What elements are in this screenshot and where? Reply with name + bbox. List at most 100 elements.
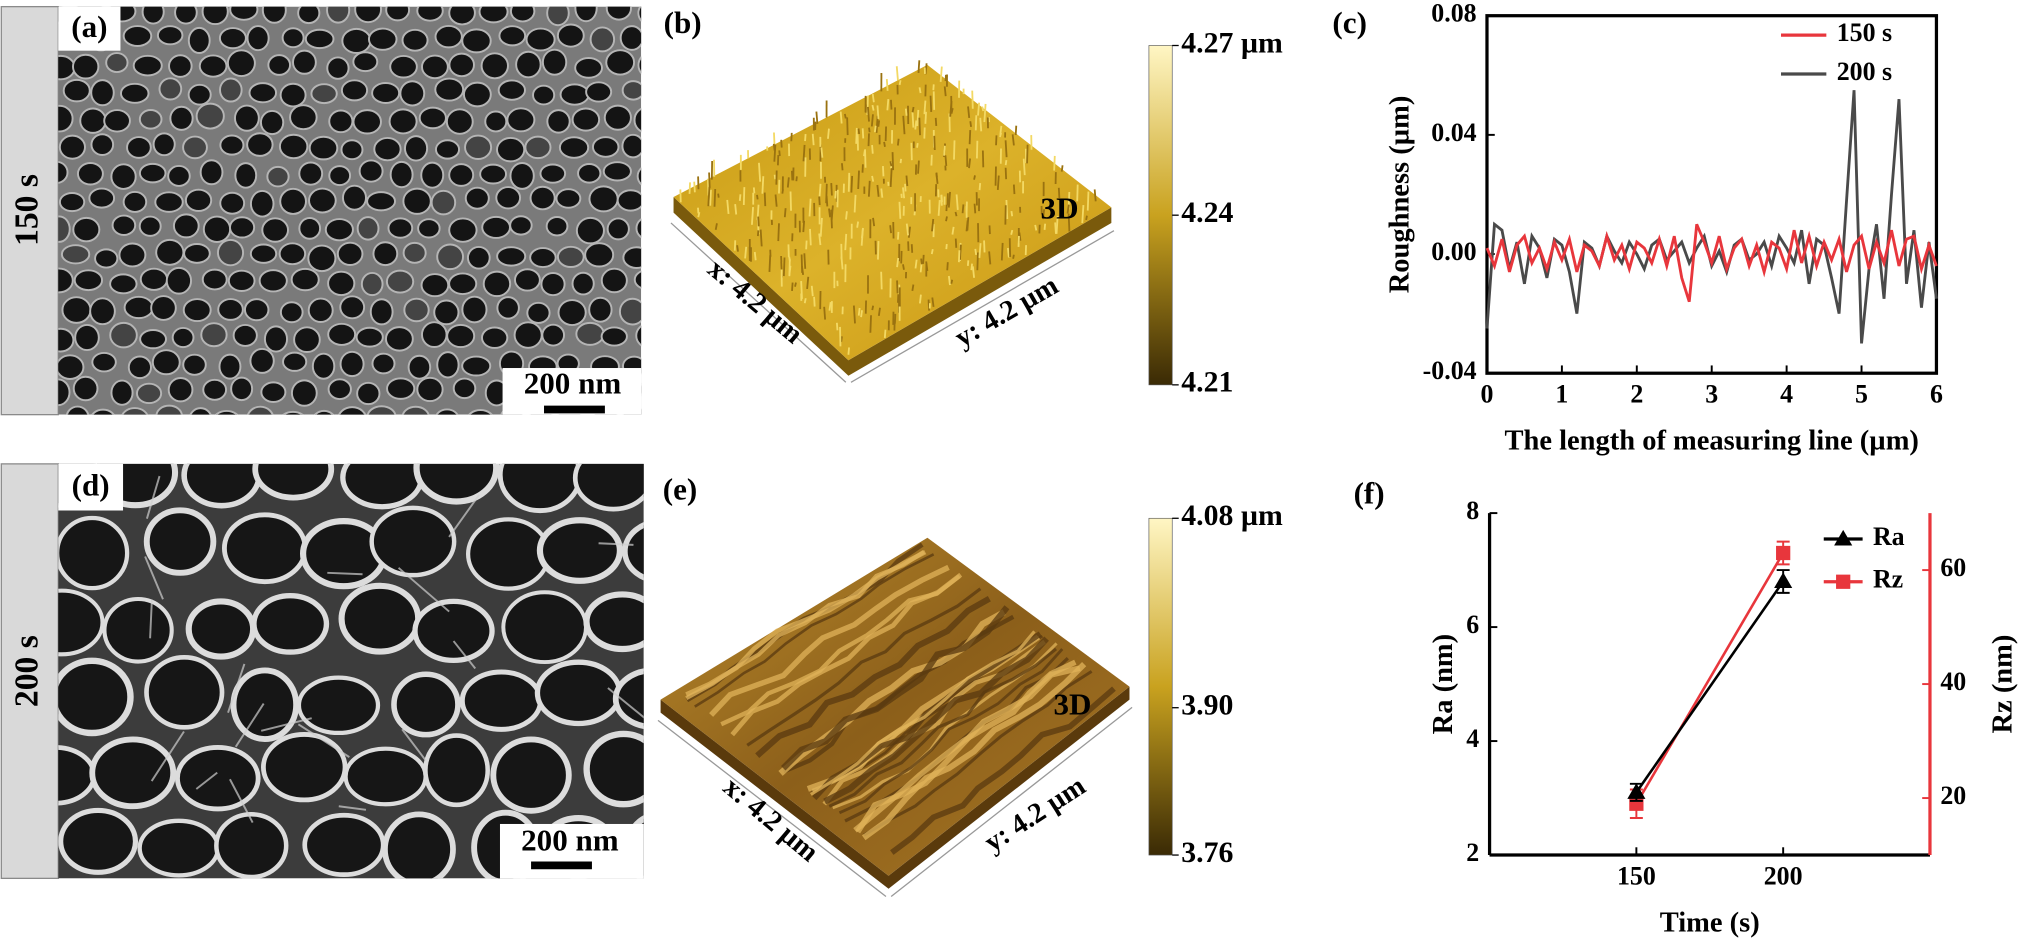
marker [1627, 783, 1646, 799]
pore [497, 79, 526, 101]
spike [1004, 167, 1008, 180]
cell [58, 807, 139, 875]
cell [501, 590, 588, 665]
cell [58, 657, 134, 737]
spike [768, 255, 772, 272]
charts: (c) 0 1 2 3 4 5 6 -0.04 0.00 0.04 0.08 The length of… [1332, 0, 2018, 939]
spike [946, 262, 949, 271]
pore [110, 379, 134, 406]
afm-surface [660, 537, 1130, 876]
y-tick-label: 2 [1466, 838, 1479, 867]
fiber [227, 663, 246, 713]
ridge [730, 572, 963, 737]
pore [105, 52, 129, 74]
cell [261, 732, 348, 803]
spike [783, 208, 787, 218]
pore [278, 242, 307, 266]
pore [172, 213, 200, 239]
spike [899, 158, 902, 164]
spike [861, 128, 865, 139]
pore [195, 102, 225, 130]
spike [918, 87, 922, 94]
pore [360, 271, 384, 297]
spike [947, 275, 951, 286]
spike [1005, 199, 1009, 220]
pore [436, 351, 460, 379]
spike [886, 99, 890, 111]
spike [916, 109, 920, 127]
pore [635, 324, 642, 347]
spike [813, 296, 816, 307]
pore [281, 27, 305, 49]
pore [652, 191, 674, 209]
spike [870, 114, 874, 127]
sem-image [58, 6, 679, 415]
pore [293, 326, 321, 353]
pore [524, 135, 552, 160]
spike [877, 241, 880, 260]
cell [622, 522, 644, 581]
row-label: 150 s [9, 174, 46, 246]
pore [354, 6, 383, 24]
spike [883, 141, 886, 147]
pore [202, 378, 228, 401]
cell [214, 812, 289, 879]
spike [802, 144, 806, 162]
spike [902, 264, 905, 270]
spike [806, 276, 810, 290]
pore [121, 407, 149, 415]
pore [327, 322, 357, 346]
spike [713, 188, 717, 207]
pore [182, 298, 212, 323]
pore [340, 79, 369, 102]
pore [189, 407, 212, 415]
pore [289, 104, 318, 131]
y-tick-label: 0.04 [1431, 118, 1476, 147]
pore [290, 379, 318, 407]
pore [606, 217, 630, 241]
pore [72, 53, 100, 80]
scale-bar-label: 200 nm [521, 823, 619, 858]
spike [898, 201, 902, 219]
spike [860, 310, 863, 318]
spike [902, 187, 906, 199]
pore [232, 323, 258, 347]
ridge [746, 587, 982, 747]
spike [688, 182, 691, 194]
panel-label: (c) [1332, 5, 1367, 40]
pore [478, 6, 509, 24]
pore [577, 163, 602, 184]
spike [872, 217, 876, 227]
spike [937, 199, 941, 216]
spike [876, 105, 880, 119]
pore [591, 136, 620, 158]
spike [1012, 254, 1015, 259]
pore [462, 81, 492, 108]
pore [154, 191, 184, 213]
y-axis-label: Ra (nm) [1428, 634, 1459, 734]
series-line [1485, 90, 1938, 344]
pore [227, 269, 256, 292]
pore [464, 186, 490, 210]
spike [1006, 247, 1010, 258]
pore [657, 353, 679, 379]
pore [622, 246, 642, 269]
pore [571, 271, 595, 296]
pore [558, 136, 590, 159]
pore [307, 297, 334, 323]
cell [413, 463, 500, 505]
spike [1066, 204, 1070, 214]
ridge [781, 605, 1010, 771]
pore [355, 326, 384, 348]
colorbar-label: 4.21 [1181, 366, 1233, 399]
pore [557, 299, 587, 327]
x-tick-label: 1 [1555, 379, 1568, 408]
pore [266, 165, 290, 188]
pore [421, 321, 448, 348]
spike [714, 223, 718, 230]
surface-edge [673, 197, 1112, 376]
pore [109, 273, 138, 295]
pore [91, 351, 117, 373]
panel-label: (d) [72, 468, 110, 503]
pore [585, 81, 613, 103]
